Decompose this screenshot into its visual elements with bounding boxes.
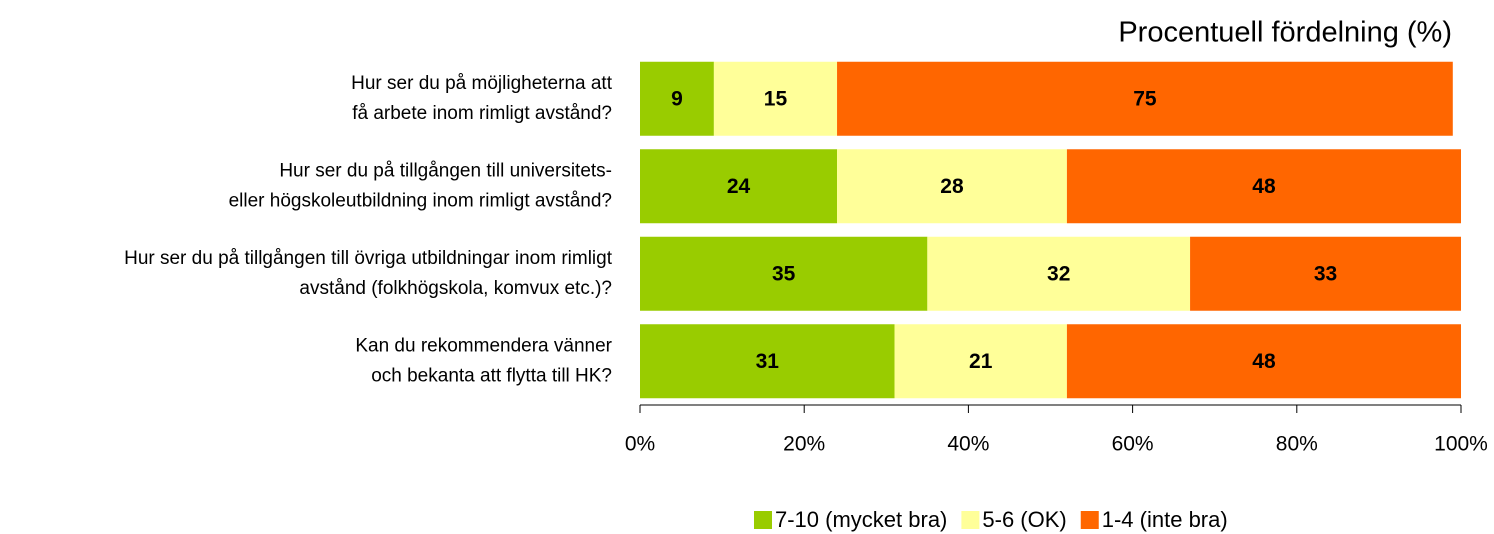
bar-segment	[640, 236, 928, 311]
category-label: få arbete inom rimligt avstånd?	[352, 103, 612, 124]
x-tick-label: 20%	[783, 433, 825, 456]
legend-swatch	[754, 511, 772, 529]
value-label: 75	[1133, 87, 1157, 110]
category-label: Hur ser du på tillgången till universite…	[279, 160, 612, 181]
x-tick-label: 80%	[1276, 433, 1318, 456]
chart-title: Procentuell fördelning (%)	[1118, 17, 1452, 49]
x-tick-label: 100%	[1434, 433, 1488, 456]
bar-segment	[640, 149, 838, 224]
bar-segment	[1066, 149, 1461, 224]
category-label: avstånd (folkhögskola, komvux etc.)?	[299, 278, 612, 299]
category-label: Hur ser du på möjligheterna att	[351, 73, 613, 94]
legend-swatch	[961, 511, 980, 529]
value-label: 48	[1252, 350, 1276, 373]
legend-swatch	[1080, 511, 1099, 529]
legend-label: 1-4 (inte bra)	[1102, 507, 1228, 532]
legend-label: 7-10 (mycket bra)	[775, 507, 947, 532]
bar-segment	[837, 149, 1067, 224]
value-label: 35	[772, 262, 796, 285]
value-label: 15	[764, 87, 788, 110]
bar-segment	[713, 61, 838, 136]
value-label: 31	[756, 350, 780, 373]
bar-segment	[1066, 324, 1461, 399]
value-label: 33	[1314, 262, 1337, 285]
bar-segment	[640, 324, 895, 399]
bar-segment	[894, 324, 1067, 399]
x-tick-label: 40%	[947, 433, 989, 456]
value-label: 9	[671, 87, 683, 110]
category-label: och bekanta att flytta till HK?	[371, 365, 612, 386]
value-label: 48	[1252, 175, 1276, 198]
value-label: 21	[969, 350, 993, 373]
legend-label: 5-6 (OK)	[982, 507, 1066, 532]
value-label: 28	[940, 175, 964, 198]
bar-segment	[1190, 236, 1461, 311]
bar-segment	[927, 236, 1191, 311]
value-label: 32	[1047, 262, 1070, 285]
category-label: Kan du rekommendera vänner	[355, 335, 612, 356]
x-tick-label: 0%	[625, 433, 655, 456]
value-label: 24	[727, 175, 751, 198]
bar-segment	[837, 61, 1453, 136]
x-tick-label: 60%	[1112, 433, 1154, 456]
bar-segment	[640, 61, 714, 136]
category-label: eller högskoleutbildning inom rimligt av…	[229, 190, 612, 211]
category-label: Hur ser du på tillgången till övriga utb…	[124, 248, 613, 269]
